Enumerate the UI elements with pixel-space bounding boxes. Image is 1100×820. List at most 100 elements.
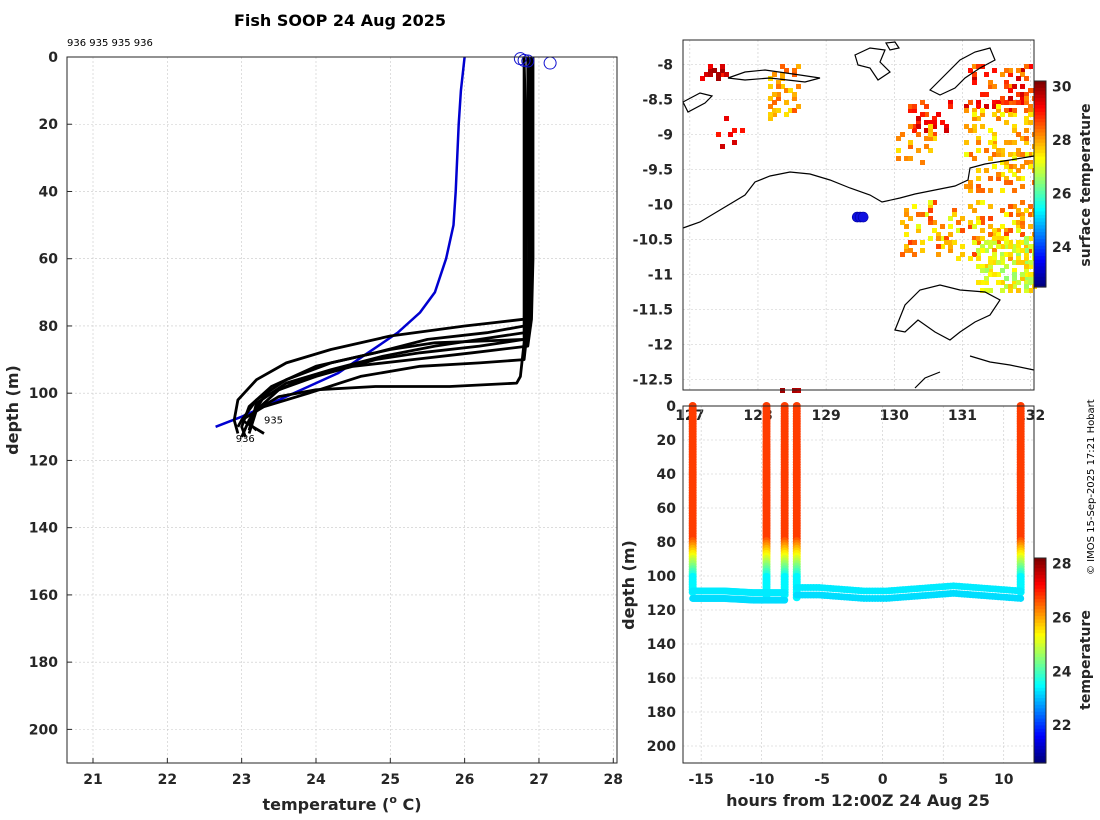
sst-cell (792, 92, 797, 97)
figure-title: Fish SOOP 24 Aug 2025 (234, 11, 446, 30)
colorbar-step (1034, 87, 1046, 92)
sst-cell (1024, 256, 1029, 261)
sst-cell (932, 132, 937, 137)
y-tick-label: 80 (39, 319, 59, 335)
sst-cell (1016, 100, 1021, 105)
sst-cell (796, 104, 801, 109)
sst-cell (788, 108, 793, 113)
sst-cell (976, 256, 981, 261)
sst-cell (1020, 272, 1025, 277)
colorbar-step (1034, 149, 1046, 154)
sst-cell (960, 216, 965, 221)
map-y-tick-label: -9.5 (642, 163, 673, 179)
sst-cell (964, 104, 969, 109)
sst-cell (1004, 236, 1009, 241)
sst-cell (1024, 160, 1029, 165)
sst-cell (1024, 140, 1029, 145)
colorbar-step (1034, 118, 1046, 123)
profile-x-label: temperature (o C) (262, 793, 421, 814)
sst-cell (920, 240, 925, 245)
sst-cell (984, 268, 989, 273)
map-x-tick-label: 130 (880, 408, 909, 424)
colorbar-step (1034, 619, 1046, 624)
sst-cell (988, 232, 993, 237)
sst-cell (1004, 240, 1009, 245)
sst-cell (1008, 140, 1013, 145)
colorbar-step (1034, 667, 1046, 672)
sst-cell (1020, 240, 1025, 245)
sst-cell (932, 136, 937, 141)
colorbar-step (1034, 660, 1046, 665)
sst-cell (1012, 276, 1017, 281)
sst-cell (980, 112, 985, 117)
sst-cell (772, 100, 777, 105)
section-x-tick-label: 5 (938, 772, 948, 788)
sst-cell (992, 140, 997, 145)
colorbar-step (1034, 146, 1046, 151)
sst-cell (1004, 160, 1009, 165)
sst-cell (988, 224, 993, 229)
colorbar-step (1034, 670, 1046, 675)
sst-cell (1004, 276, 1009, 281)
sst-cell (996, 148, 1001, 153)
sst-cell (896, 156, 901, 161)
sst-cell (776, 96, 781, 101)
sst-cell (972, 108, 977, 113)
sst-cell (908, 108, 913, 113)
coastline (894, 284, 1001, 341)
sst-cell (1020, 152, 1025, 157)
colorbar-step (1034, 180, 1046, 185)
section-y-tick-label: 40 (657, 467, 677, 483)
sst-cell (976, 280, 981, 285)
sst-cell (1024, 100, 1029, 105)
sst-cell (1004, 264, 1009, 269)
sst-cell (988, 260, 993, 265)
sst-cell (960, 244, 965, 249)
section-x-tick-label: 10 (994, 772, 1014, 788)
sst-cell (1016, 92, 1021, 97)
x-tick-label: 21 (83, 772, 102, 788)
sst-cell (708, 68, 713, 73)
sst-cell (992, 132, 997, 137)
colorbar-step (1034, 650, 1046, 655)
sst-cell (948, 100, 953, 105)
sst-cell (1000, 236, 1005, 241)
sst-cell (1024, 240, 1029, 245)
colorbar-border (1033, 80, 1047, 288)
sst-cell (984, 280, 989, 285)
sst-cell (916, 132, 921, 137)
sst-cell (1024, 152, 1029, 157)
sst-cell (996, 272, 1001, 277)
sst-cell (924, 136, 929, 141)
sst-cell (1016, 212, 1021, 217)
colorbar-step (1034, 204, 1046, 209)
profile-line (236, 57, 530, 428)
sst-cell (968, 224, 973, 229)
colorbar-step (1034, 132, 1046, 137)
sst-cell (980, 188, 985, 193)
colorbar-step (1034, 173, 1046, 178)
sst-cell (912, 128, 917, 133)
sst-cell (976, 176, 981, 181)
sst-cell (976, 116, 981, 121)
sst-cell (1024, 276, 1029, 281)
sst-cell (1020, 184, 1025, 189)
sst-cell (1008, 84, 1013, 89)
sst-cell (928, 120, 933, 125)
sst-cell (968, 256, 973, 261)
sst-cell (976, 200, 981, 205)
y-tick-label: 60 (39, 252, 59, 268)
sst-cell (984, 248, 989, 253)
section-y-ticks: 0 20 40 60 80 100 120 140 160 180 200 (647, 399, 676, 755)
profile-x-ticks: 21 22 23 24 25 26 27 28 (83, 758, 623, 788)
sst-cell (1020, 260, 1025, 265)
sst-cell (944, 124, 949, 129)
coastline (682, 92, 714, 113)
sst-cell (1000, 188, 1005, 193)
surface-marker (521, 54, 535, 68)
y-tick-label: 0 (48, 50, 58, 66)
colorbar-step (1034, 640, 1046, 645)
sst-cell (1016, 260, 1021, 265)
colorbar-step (1034, 214, 1046, 219)
sst-cell (904, 156, 909, 161)
